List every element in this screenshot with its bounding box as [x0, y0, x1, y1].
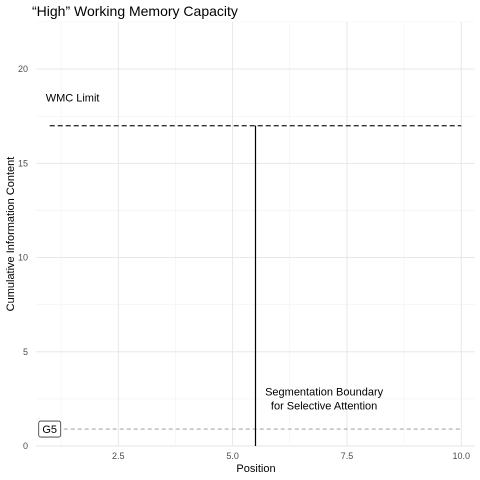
- point-label: G5: [42, 424, 57, 436]
- y-tick-label: 0: [23, 441, 28, 451]
- y-tick-label: 10: [18, 253, 28, 263]
- annotations: Segmentation Boundary for Selective Atten…: [38, 387, 384, 438]
- y-axis-title: Cumulative Information Content: [5, 157, 17, 312]
- reference-lines: WMC Limit: [46, 92, 462, 430]
- x-tick-label: 5.0: [226, 451, 239, 461]
- segmentation-boundary-annotation: Segmentation Boundary for Selective Atten…: [265, 387, 384, 413]
- y-tick-label: 15: [18, 158, 28, 168]
- x-axis-ticks: 2.5 5.0 7.5 10.0: [112, 451, 470, 461]
- x-tick-label: 10.0: [453, 451, 471, 461]
- annotation-line: Segmentation Boundary: [265, 387, 384, 399]
- x-axis-title: Position: [236, 463, 275, 475]
- y-tick-label: 5: [23, 347, 28, 357]
- x-tick-label: 7.5: [341, 451, 354, 461]
- x-tick-label: 2.5: [112, 451, 125, 461]
- chart-title: “High” Working Memory Capacity: [32, 3, 238, 19]
- y-axis-ticks: 0 5 10 15 20: [18, 64, 28, 451]
- point-label-box: [38, 420, 62, 438]
- wmc-limit-label: WMC Limit: [46, 92, 100, 104]
- annotation-line: for Selective Attention: [271, 401, 377, 413]
- y-tick-label: 20: [18, 64, 28, 74]
